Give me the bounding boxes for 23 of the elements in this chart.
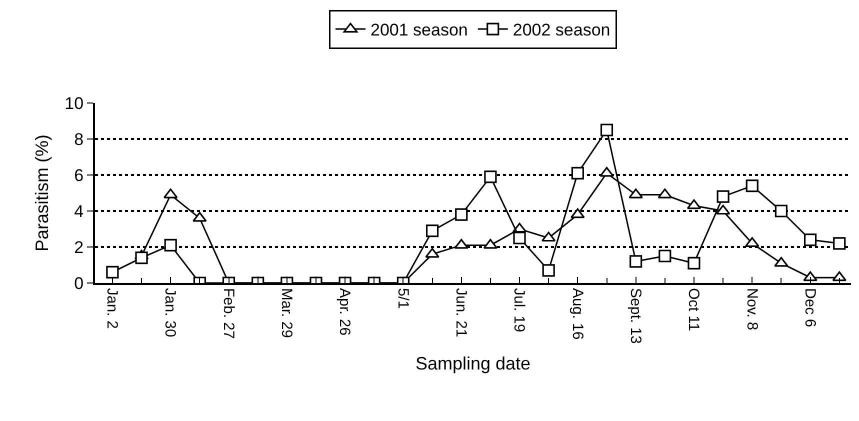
y-tick-label: 10 xyxy=(64,94,84,113)
x-tick-label: Feb. 27 xyxy=(220,288,237,339)
x-tick-label: Oct 11 xyxy=(685,288,702,332)
y-tick-label: 2 xyxy=(74,238,84,257)
x-tick-label: Nov. 8 xyxy=(743,288,760,330)
x-axis-title: Sampling date xyxy=(415,353,531,374)
x-tick-label: Jul. 19 xyxy=(510,288,528,332)
y-axis-title: Parasitism (%) xyxy=(32,134,52,252)
x-tick-label: Aug. 16 xyxy=(568,288,586,340)
y-tick-label: 6 xyxy=(74,166,84,185)
x-tick-label: Jan. 2 xyxy=(104,288,121,329)
x-tick-label: Sept. 13 xyxy=(626,288,644,344)
x-tick-label: 5/1 xyxy=(394,288,412,309)
y-tick-label: 8 xyxy=(74,130,84,149)
y-tick-label: 4 xyxy=(74,202,84,221)
x-tick-label: Apr. 26 xyxy=(336,288,354,336)
x-tick-label: Jan. 30 xyxy=(162,288,179,338)
legend-label: 2001 season xyxy=(370,20,468,40)
x-tick-label: Dec 6 xyxy=(801,288,818,328)
x-tick-label: Mar. 29 xyxy=(278,288,296,338)
y-tick-label: 0 xyxy=(74,274,84,293)
x-tick-label: Jun. 21 xyxy=(452,288,470,338)
legend-label: 2002 season xyxy=(512,20,610,40)
